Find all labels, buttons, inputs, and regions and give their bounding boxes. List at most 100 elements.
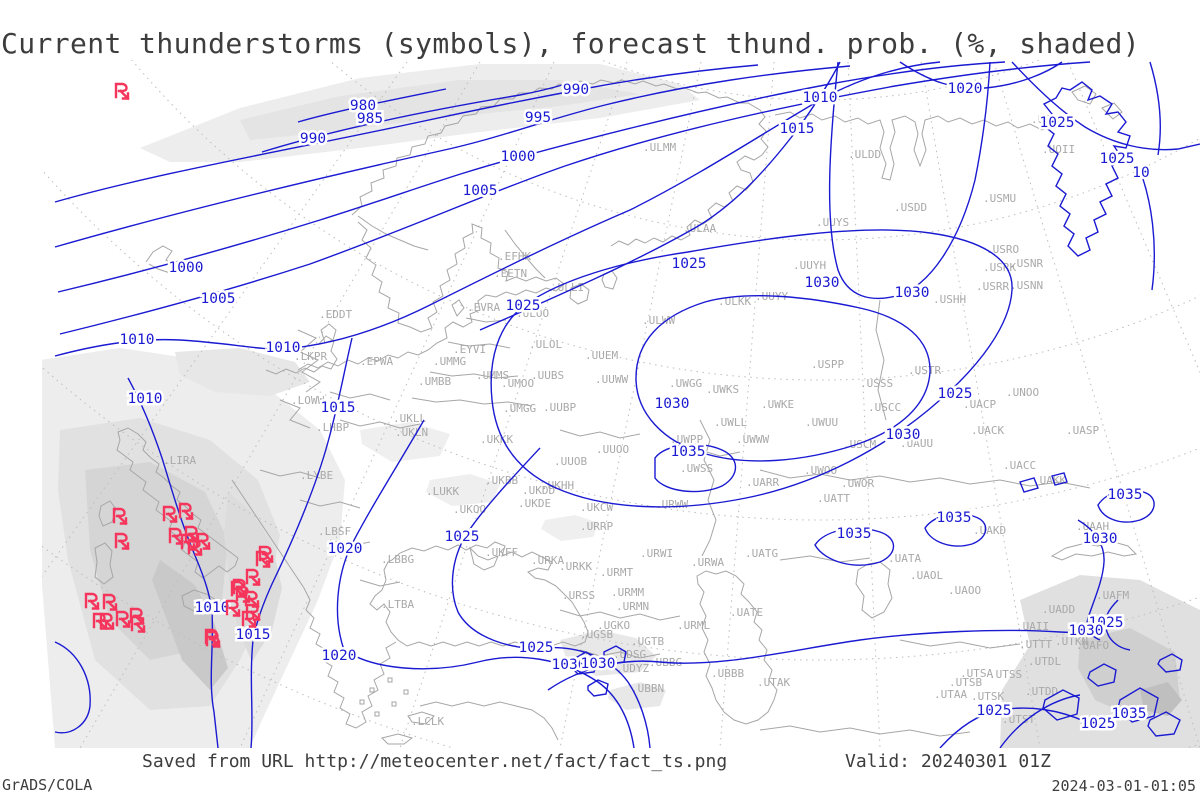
page-title: Current thunderstorms (symbols), forecas… — [1, 27, 1140, 60]
station-label: .UACK — [971, 424, 1004, 437]
isobar-label: 1035 — [837, 526, 872, 542]
coast-arctic-russia — [775, 112, 1054, 180]
station-label: .LBSF — [318, 525, 351, 538]
isobar-label: 1015 — [321, 400, 356, 416]
isobar-label: 10 — [1132, 165, 1149, 181]
station-label: .UKFF — [485, 546, 518, 559]
coast-aral — [856, 562, 892, 618]
isobar-label: 1030 — [581, 656, 616, 672]
isobar-990 — [55, 65, 758, 202]
coast-adriatic-greece — [232, 480, 396, 728]
parallel-line — [0, 0, 1200, 520]
isobar-label: 1010 — [120, 332, 155, 348]
station-label: .UUWW — [595, 373, 628, 386]
station-label: .ULWW — [642, 314, 675, 327]
isobar-label: 1020 — [948, 81, 983, 97]
station-label: .UUOB — [554, 455, 587, 468]
station-label: .UBBN — [631, 682, 664, 695]
station-label: .UADD — [1042, 603, 1075, 616]
station-label: .UGSB — [580, 628, 613, 641]
station-label: .UWOO — [804, 464, 837, 477]
isobar-layer — [55, 62, 1200, 748]
coast-scotland — [146, 246, 176, 273]
isobar-caucasus-loop — [588, 680, 608, 696]
station-label: .UATA — [888, 552, 921, 565]
station-label: .ULDD — [848, 148, 881, 161]
coast-caspian — [697, 571, 777, 724]
border-central-asia — [760, 556, 1020, 736]
station-label: .USRO — [986, 243, 1019, 256]
station-label: .UACP — [963, 398, 996, 411]
station-label: .UKCW — [580, 501, 613, 514]
coast-jutland — [321, 324, 336, 343]
isobar-980 — [298, 89, 446, 122]
station-label: .UACC — [1003, 459, 1036, 472]
isobar-label: 1025 — [1100, 151, 1135, 167]
station-label: .UWKE — [761, 398, 794, 411]
isobar-1020-ne — [900, 62, 1062, 88]
station-label: .URML — [677, 619, 710, 632]
isobar-mountain-loop — [1118, 688, 1158, 722]
station-label: .UATG — [745, 547, 778, 560]
grads-brand-text: GrADS/COLA — [2, 776, 93, 794]
shade-region — [1140, 682, 1182, 716]
isobar-1030-se — [1078, 520, 1104, 640]
station-label: .EETN — [494, 267, 527, 280]
border-baltics — [412, 318, 532, 406]
station-label: .UKDD — [522, 484, 555, 497]
meridian-line — [0, 62, 407, 748]
station-label: .UMOO — [501, 377, 534, 390]
isobar-label: 1030 — [805, 275, 840, 291]
coast-arctic-island — [1102, 103, 1122, 119]
station-label: .USNR — [1010, 257, 1043, 270]
station-label: .UATT — [817, 492, 850, 505]
border-central-europe — [280, 330, 420, 428]
station-label: .ULOL — [529, 338, 562, 351]
isobar-mountain-loop — [1148, 712, 1180, 736]
meridian-line — [720, 62, 774, 748]
station-label: .EPWA — [360, 355, 393, 368]
isobar-label: 1025 — [445, 529, 480, 545]
station-label: .UTSB — [949, 676, 982, 689]
shade-region — [360, 422, 450, 462]
station-label: .USNN — [1010, 279, 1043, 292]
station-label: .UUBS — [531, 369, 564, 382]
station-label: .UWSS — [680, 462, 713, 475]
station-label: .URRP — [580, 520, 613, 533]
station-label: .URMM — [611, 586, 644, 599]
station-label: .UUBP — [543, 401, 576, 414]
isobar-label: 1025 — [1081, 716, 1116, 732]
coast-turkey-south — [420, 702, 558, 740]
station-label: .EDDT — [319, 308, 352, 321]
render-timestamp-text: 2024-03-01-01:05 — [1051, 777, 1197, 795]
isobar-right-edge — [1138, 62, 1160, 290]
coast-baltic — [298, 222, 564, 370]
station-label: .URKK — [559, 560, 592, 573]
isobar-label: 1005 — [201, 291, 236, 307]
isobar-mountain-loop — [1088, 664, 1116, 686]
station-label: .URSS — [562, 589, 595, 602]
isobar-label: 1015 — [780, 121, 815, 137]
station-label: .USCC — [868, 401, 901, 414]
station-label: .UGTB — [631, 635, 664, 648]
station-label: .UDSG — [613, 648, 646, 661]
isobar-mountain-loop — [1158, 654, 1182, 672]
isobar-label: 1030 — [655, 396, 690, 412]
isobar-label: 1025 — [938, 386, 973, 402]
isobar-mountain-line — [1000, 695, 1080, 748]
station-label: .USRR — [976, 280, 1009, 293]
isobar-small-loop — [1020, 473, 1067, 492]
station-label: .LIRA — [163, 454, 196, 467]
station-label: .UKHH — [541, 479, 574, 492]
border-caucasus — [560, 610, 680, 658]
isobar-label: 1010 — [195, 600, 230, 616]
isobar-1035-cell — [1098, 490, 1154, 522]
coast-scandinavia — [352, 80, 768, 246]
isobar-1030-bottom — [548, 628, 1094, 690]
isobar-label: 1010 — [266, 340, 301, 356]
border-ukraine-russia — [560, 430, 740, 456]
station-label: .UMMS — [476, 369, 509, 382]
station-label: .UGKO — [597, 619, 630, 632]
